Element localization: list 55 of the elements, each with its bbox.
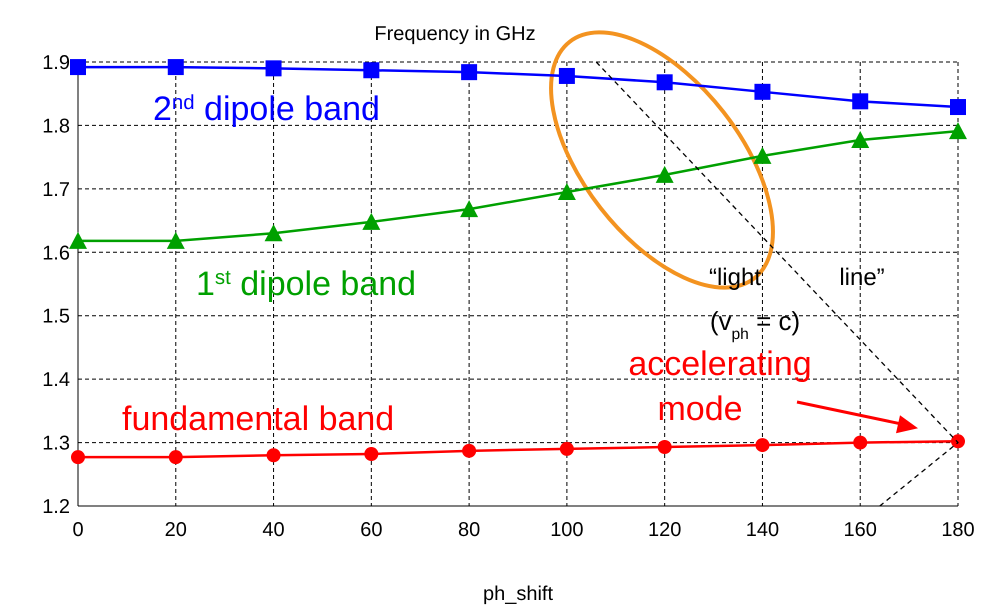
point bbox=[461, 64, 478, 80]
point bbox=[362, 212, 380, 230]
point bbox=[70, 59, 86, 76]
point bbox=[364, 446, 378, 461]
x-axis-title: ph_shift bbox=[482, 583, 554, 605]
annotation: (v$_{ph}$ = c) bbox=[710, 306, 800, 342]
y-tick-label: 1.2 bbox=[42, 496, 70, 518]
point bbox=[656, 166, 674, 183]
point bbox=[560, 442, 574, 456]
x-tick-label: 120 bbox=[648, 519, 682, 541]
point bbox=[951, 434, 965, 448]
point bbox=[460, 200, 478, 218]
point bbox=[558, 183, 576, 200]
y-tick-label: 1.3 bbox=[42, 432, 70, 455]
y-tick-label: 1.8 bbox=[42, 115, 70, 138]
chart-title: Frequency in GHz bbox=[374, 23, 536, 45]
x-tick-label: 20 bbox=[164, 519, 187, 541]
point bbox=[853, 436, 868, 450]
y-tick-label: 1.6 bbox=[42, 242, 70, 264]
x-tick-label: 40 bbox=[262, 519, 285, 541]
y-tick-label: 1.7 bbox=[42, 178, 70, 201]
series-label: 2$^{nd}$ dipole band bbox=[153, 90, 380, 128]
point bbox=[754, 84, 770, 100]
point bbox=[462, 444, 476, 458]
point bbox=[753, 146, 772, 164]
point bbox=[558, 68, 575, 84]
x-tick-label: 160 bbox=[844, 519, 877, 541]
x-tick-label: 80 bbox=[458, 519, 480, 541]
point bbox=[168, 59, 184, 76]
y-tick-label: 1.4 bbox=[42, 369, 70, 392]
point bbox=[852, 93, 868, 110]
x-tick-label: 0 bbox=[72, 519, 84, 541]
series-label: fundamental band bbox=[122, 400, 394, 438]
x-tick-label: 60 bbox=[360, 519, 382, 541]
point bbox=[363, 62, 380, 78]
point bbox=[264, 224, 283, 242]
point bbox=[851, 131, 870, 148]
x-tick-label: 140 bbox=[746, 519, 780, 541]
point bbox=[166, 232, 185, 249]
point bbox=[266, 448, 281, 462]
point bbox=[755, 438, 770, 452]
point bbox=[658, 440, 672, 454]
x-tick-label: 180 bbox=[941, 519, 975, 541]
point bbox=[949, 122, 967, 140]
point bbox=[266, 60, 282, 76]
annotation: accelerating mode bbox=[628, 345, 812, 428]
point bbox=[950, 99, 966, 116]
point bbox=[71, 450, 85, 464]
point bbox=[69, 232, 87, 249]
y-tick-label: 1.9 bbox=[42, 52, 70, 74]
point bbox=[656, 74, 673, 90]
point bbox=[168, 450, 183, 464]
y-tick-label: 1.5 bbox=[42, 306, 70, 328]
series-label: 1$^{st}$ dipole band bbox=[196, 265, 416, 303]
x-tick-label: 100 bbox=[550, 519, 584, 541]
